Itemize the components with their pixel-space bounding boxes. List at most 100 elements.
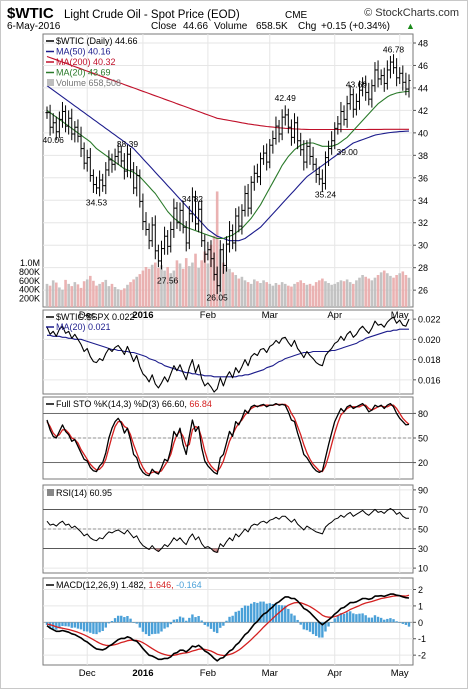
volume-bar: [172, 270, 176, 307]
symbol-title: $WTIC: [7, 5, 54, 22]
volume-label: Volume: [214, 21, 248, 32]
price-annotation: 39.00: [336, 147, 358, 157]
x-tick-label: Feb: [200, 668, 216, 679]
x-tick-label: Dec: [79, 310, 96, 321]
close-value: 44.66: [183, 21, 208, 32]
macd-histogram-bar: [123, 617, 126, 623]
macd-histogram-bar: [116, 615, 120, 623]
macd-histogram-bar: [172, 619, 176, 623]
volume-bar: [98, 283, 101, 307]
volume-value: 658.5K: [256, 21, 288, 32]
volume-bar: [246, 282, 250, 307]
volume-bar: [259, 283, 262, 307]
volume-bar: [64, 279, 67, 307]
macd-signal-line: [46, 594, 410, 657]
x-tick-label: Mar: [262, 310, 278, 321]
y-tick-label: 0.016: [418, 375, 441, 385]
volume-bar: [70, 286, 74, 307]
volume-bar: [175, 260, 179, 307]
macd-histogram-bar: [181, 617, 185, 623]
volume-bar: [376, 275, 380, 307]
volume-bar: [330, 284, 333, 307]
y-tick-label: 46: [418, 61, 428, 71]
y-tick-label: 38: [418, 151, 428, 161]
macd-histogram-bar: [98, 622, 101, 633]
macd-histogram-bar: [61, 622, 64, 626]
x-tick-label: Apr: [327, 668, 342, 679]
macd-histogram-bar: [280, 605, 284, 623]
macd-histogram-bar: [370, 617, 374, 623]
volume-bar: [386, 273, 389, 307]
macd-histogram-bar: [76, 622, 80, 629]
volume-bar: [389, 275, 392, 307]
macd-histogram-bar: [200, 620, 203, 623]
macd-histogram-bar: [383, 619, 386, 623]
macd-histogram-bar: [120, 615, 123, 623]
macd-histogram-bar: [327, 622, 330, 627]
volume-bar: [252, 279, 256, 307]
volume-bar: [342, 281, 346, 307]
ratio-line: [46, 316, 410, 393]
volume-bar: [398, 273, 402, 307]
macd-histogram-bar: [45, 622, 49, 625]
volume-bar: [249, 283, 253, 307]
sto-legend-k: Full STO %K(14,3) %D(3) 66.60,: [56, 399, 189, 409]
macd-histogram-bar: [386, 618, 389, 623]
y-tick-label: 50: [418, 434, 428, 444]
macd-histogram-bar: [222, 622, 225, 626]
ratio-ma-line: [47, 328, 409, 378]
legend-entry: $WTIC (Daily) 44.66: [56, 36, 138, 46]
volume-bar: [138, 274, 142, 307]
volume-bar: [132, 279, 135, 307]
macd-histogram-bar: [321, 622, 324, 638]
volume-bar: [364, 276, 367, 307]
price-annotation: 34.82: [182, 194, 204, 204]
volume-bar: [265, 282, 268, 307]
y-tick-label: 0.022: [418, 315, 441, 325]
volume-bar: [163, 270, 166, 307]
volume-tick-label: 200K: [19, 294, 40, 304]
macd-histogram-bar: [333, 618, 336, 623]
sto-k-line: [46, 402, 410, 477]
y-tick-label: 10: [418, 564, 428, 574]
volume-bar: [129, 282, 132, 307]
volume-bar: [277, 284, 281, 307]
macd-histogram-bar: [178, 616, 182, 623]
volume-bar: [370, 280, 374, 307]
volume-bar: [200, 260, 204, 307]
volume-bar: [160, 265, 163, 307]
macd-histogram-bar: [299, 622, 302, 625]
volume-bar: [144, 267, 148, 307]
macd-histogram-bar: [287, 608, 290, 623]
macd-histogram-bar: [138, 622, 142, 628]
macd-histogram-bar: [113, 618, 117, 623]
volume-bar: [401, 271, 405, 307]
x-tick-label: 2016: [132, 310, 153, 321]
macd-histogram-bar: [110, 621, 114, 623]
macd-histogram-bar: [169, 622, 172, 625]
volume-bar: [67, 283, 70, 307]
x-tick-label: Dec: [79, 668, 96, 679]
legend-swatch: [47, 79, 54, 86]
ma50-line: [46, 85, 410, 242]
x-tick-label: Feb: [200, 310, 216, 321]
volume-bar: [345, 279, 349, 307]
volume-bar: [321, 278, 324, 307]
macd-histogram-bar: [237, 610, 241, 623]
price-annotation: 42.49: [275, 93, 297, 103]
macd-histogram-bar: [58, 622, 61, 629]
macd-histogram-bar: [250, 603, 253, 623]
volume-bar: [95, 285, 98, 307]
macd-histogram-bar: [163, 622, 166, 629]
macd-histogram-bar: [147, 622, 151, 636]
macd-histogram-bar: [73, 622, 77, 628]
volume-bar: [237, 278, 241, 307]
macd-histogram-bar: [364, 615, 367, 623]
macd-histogram-bar: [262, 601, 265, 623]
macd-histogram-bar: [206, 622, 210, 627]
chg-label: Chg: [298, 21, 316, 32]
ma200-line: [46, 55, 409, 131]
volume-bar: [234, 275, 238, 307]
macd-histogram-bar: [293, 615, 296, 623]
